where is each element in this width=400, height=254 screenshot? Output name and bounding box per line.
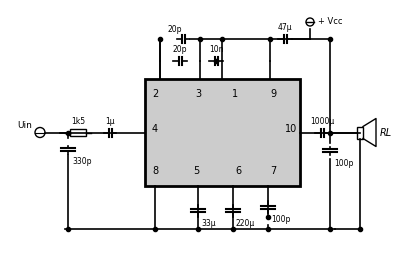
- Text: 8: 8: [152, 166, 158, 176]
- Text: 220μ: 220μ: [236, 218, 255, 228]
- Text: 1μ: 1μ: [105, 117, 115, 125]
- Text: 2: 2: [152, 89, 158, 99]
- Text: 7: 7: [270, 166, 276, 176]
- Text: 33μ: 33μ: [201, 218, 216, 228]
- Bar: [357, 126, 363, 138]
- Text: + Vcc: + Vcc: [318, 18, 342, 26]
- Text: 5: 5: [193, 166, 199, 176]
- Text: 100p: 100p: [334, 158, 353, 167]
- Text: 3: 3: [195, 89, 201, 99]
- Text: 4: 4: [152, 123, 158, 134]
- Text: 330p: 330p: [72, 156, 92, 166]
- Text: 47μ: 47μ: [278, 23, 292, 32]
- Bar: [70, 129, 86, 136]
- Text: 1: 1: [232, 89, 238, 99]
- Text: 20p: 20p: [168, 25, 182, 34]
- Text: 9: 9: [270, 89, 276, 99]
- Text: 10: 10: [285, 123, 297, 134]
- Text: 10n: 10n: [209, 45, 223, 54]
- Text: RL: RL: [380, 128, 392, 137]
- Text: Uin: Uin: [17, 120, 32, 130]
- Text: 100p: 100p: [271, 215, 290, 224]
- Text: 6: 6: [235, 166, 241, 176]
- Text: 1000μ: 1000μ: [310, 117, 334, 125]
- Text: 20p: 20p: [173, 45, 187, 54]
- FancyBboxPatch shape: [145, 79, 300, 186]
- Text: 1k5: 1k5: [71, 117, 85, 125]
